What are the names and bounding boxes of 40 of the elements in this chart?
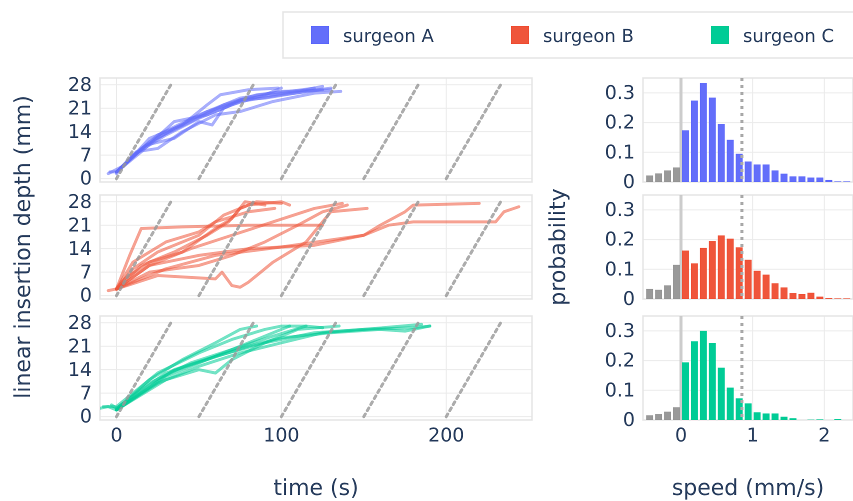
y-tick-label: 28 — [68, 190, 92, 213]
x-axis-title: time (s) — [273, 476, 359, 501]
legend-label: surgeon B — [543, 26, 634, 47]
y-tick-label: 0 — [622, 288, 635, 310]
x-tick-label: 100 — [263, 424, 300, 446]
y-tick-label: 7 — [80, 382, 92, 404]
y-tick-label: 0 — [80, 406, 92, 428]
y-tick-label: 0.3 — [604, 198, 635, 221]
y-tick-label: 21 — [68, 214, 92, 236]
y-tick-label: 0.1 — [604, 379, 635, 402]
y-tick-label: 0 — [622, 409, 635, 432]
y-tick-label: 0 — [80, 168, 92, 190]
x-tick-label: 200 — [428, 424, 464, 446]
y-tick-label: 28 — [68, 74, 92, 96]
y-tick-label: 7 — [80, 144, 92, 166]
y-tick-label: 21 — [68, 335, 92, 358]
x-tick-label: 2 — [818, 424, 830, 446]
y-tick-label: 0 — [80, 284, 92, 307]
legend-label: surgeon C — [743, 26, 834, 47]
y-axis-title: probability — [546, 188, 571, 306]
y-tick-label: 14 — [68, 358, 92, 381]
y-tick-label: 21 — [68, 97, 92, 120]
y-tick-label: 0.3 — [604, 82, 635, 104]
y-tick-label: 14 — [68, 238, 92, 260]
y-tick-label: 0.1 — [604, 258, 635, 280]
y-tick-label: 0.2 — [604, 350, 635, 372]
y-tick-label: 14 — [68, 120, 92, 143]
y-tick-label: 0.2 — [604, 112, 635, 134]
x-axis-title: speed (mm/s) — [672, 476, 824, 501]
x-tick-label: 0 — [674, 424, 688, 446]
y-tick-label: 0 — [622, 171, 635, 194]
y-tick-label: 0.1 — [604, 141, 635, 164]
y-tick-label: 0.3 — [604, 320, 635, 342]
x-tick-label: 0 — [110, 424, 123, 446]
y-axis-title: linear insertion depth (mm) — [11, 95, 36, 399]
y-tick-label: 0.2 — [604, 228, 635, 251]
y-tick-label: 28 — [68, 312, 92, 334]
y-tick-label: 7 — [80, 261, 92, 284]
legend-label: surgeon A — [343, 26, 435, 47]
x-tick-label: 1 — [746, 424, 759, 446]
